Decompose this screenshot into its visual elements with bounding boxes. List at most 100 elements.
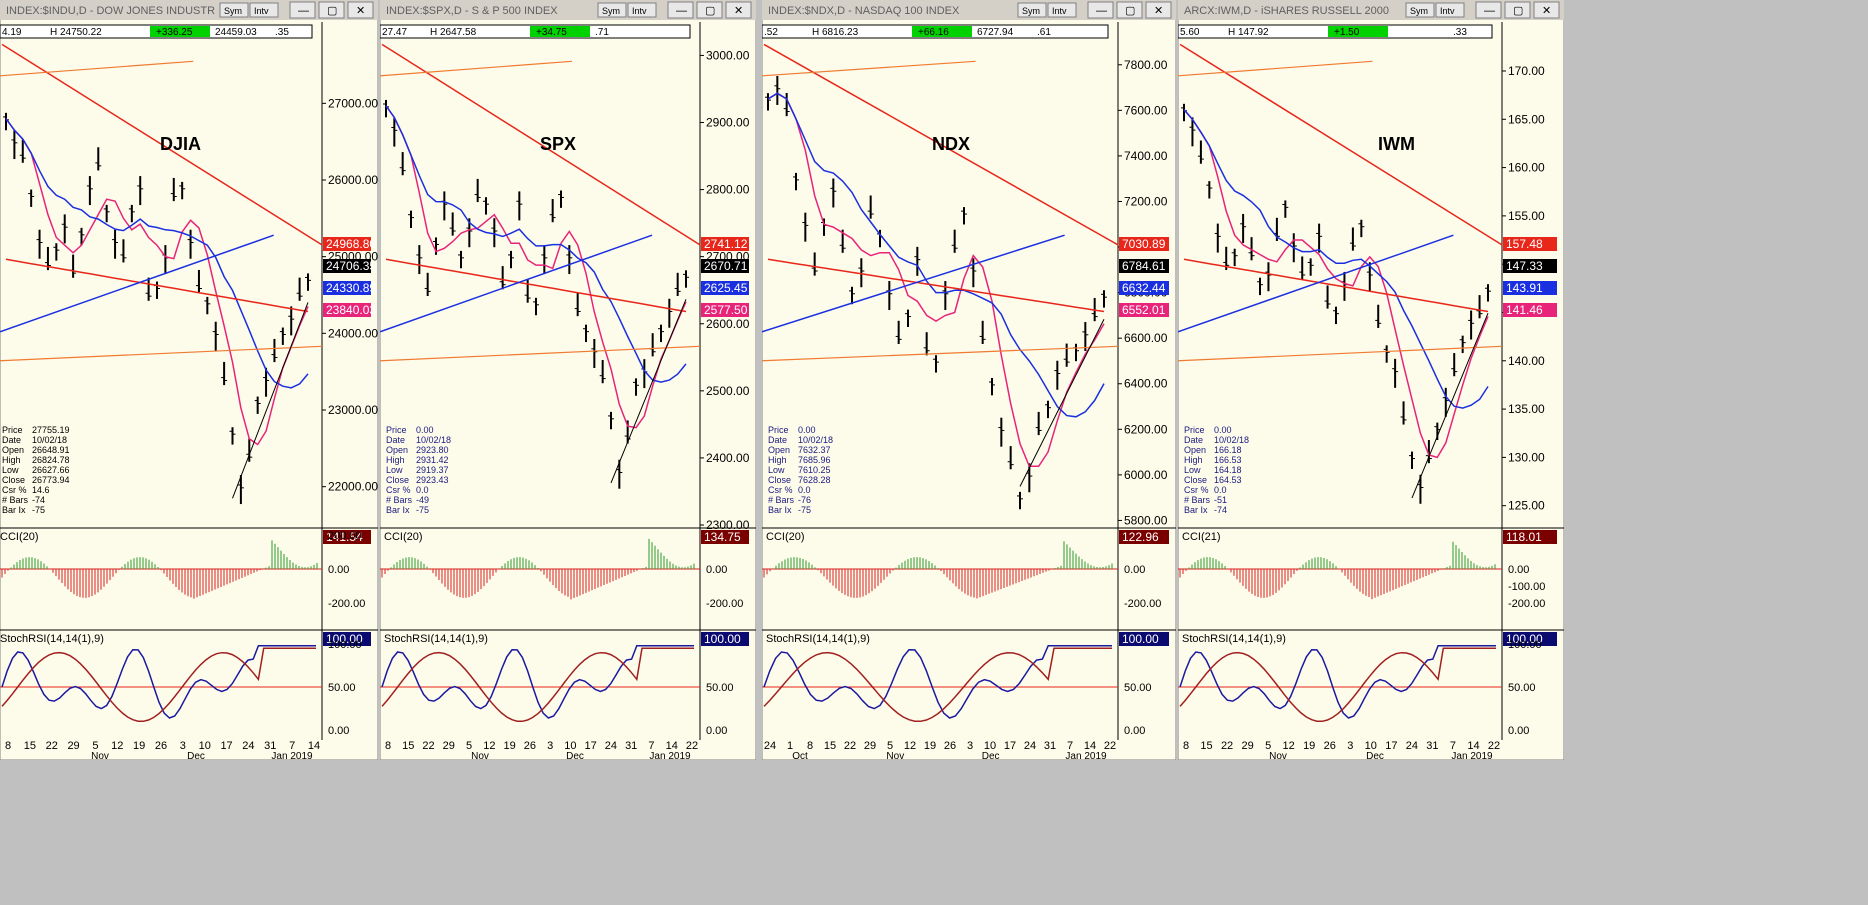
cci-tick: 200.00 [328, 530, 362, 542]
blue-trend-line [0, 234, 274, 333]
svg-text:—: — [1096, 5, 1107, 17]
stochrsi-label: StochRSI(14,14(1),9) [766, 633, 870, 645]
price-tick: 7800.00 [1124, 58, 1168, 72]
svg-text:—: — [1484, 5, 1495, 17]
date-axis: 8 15 22 29 5 12 19 26 3 10 17 24 31 7 14 22 Nov Dec Jan 20… [385, 740, 698, 760]
restore-button[interactable]: ▢ [1116, 1, 1143, 19]
svg-text:Low: Low [1184, 465, 1201, 475]
svg-text:5: 5 [92, 740, 98, 752]
svg-text:24706.35: 24706.35 [326, 259, 376, 273]
close-button[interactable]: ✕ [1533, 1, 1560, 19]
svg-text:Dec: Dec [1366, 751, 1384, 760]
ma-pink-line [1183, 109, 1489, 459]
svg-text:Sym: Sym [602, 6, 620, 16]
svg-text:2923.43: 2923.43 [416, 475, 449, 485]
price-tick: 7600.00 [1124, 103, 1168, 117]
svg-text:141.54: 141.54 [326, 530, 363, 544]
close-button[interactable]: ✕ [1145, 1, 1172, 19]
svg-text:31: 31 [264, 740, 276, 752]
cci-tick: 0.00 [1508, 564, 1529, 576]
svg-text:14: 14 [1084, 740, 1096, 752]
svg-text:Dec: Dec [566, 751, 584, 760]
intv-button[interactable]: Intv [627, 2, 657, 18]
sym-button[interactable]: Sym [1017, 2, 1047, 18]
svg-text:147.33: 147.33 [1506, 259, 1543, 273]
restore-button[interactable]: ▢ [696, 1, 723, 19]
price-tag: 24706.35 [323, 259, 376, 273]
svg-text:122.96: 122.96 [1122, 530, 1159, 544]
minimize-button[interactable]: — [1087, 1, 1114, 19]
svg-text:24: 24 [1024, 740, 1036, 752]
svg-text:10: 10 [564, 740, 576, 752]
stochrsi-tick: 0.00 [706, 725, 727, 737]
window-title: INDEX:$SPX,D - S & P 500 INDEX [386, 5, 558, 17]
svg-text:10/02/18: 10/02/18 [1214, 435, 1249, 445]
svg-text:12: 12 [1283, 740, 1295, 752]
sym-button[interactable]: Sym [219, 2, 249, 18]
svg-text:2625.45: 2625.45 [704, 281, 748, 295]
intv-button[interactable]: Intv [1047, 2, 1077, 18]
svg-text:High: High [768, 455, 787, 465]
svg-text:Sym: Sym [224, 6, 242, 16]
svg-text:10/02/18: 10/02/18 [798, 435, 833, 445]
cci-histogram [381, 538, 695, 600]
stochrsi-label: StochRSI(14,14(1),9) [384, 633, 488, 645]
svg-text:Price: Price [2, 425, 23, 435]
price-tick: 125.00 [1508, 499, 1545, 513]
svg-text:1: 1 [787, 740, 793, 752]
svg-text:Dec: Dec [187, 751, 205, 760]
svg-text:Intv: Intv [1440, 6, 1455, 16]
svg-text:.35: .35 [275, 27, 289, 38]
svg-text:Nov: Nov [1269, 751, 1287, 760]
svg-text:15: 15 [1200, 740, 1212, 752]
cci-value-tag: 134.75 [701, 530, 749, 544]
svg-text:3: 3 [547, 740, 553, 752]
intv-button[interactable]: Intv [249, 2, 279, 18]
svg-text:-74: -74 [1214, 505, 1227, 515]
close-button[interactable]: ✕ [347, 1, 374, 19]
restore-button[interactable]: ▢ [318, 1, 345, 19]
svg-text:-75: -75 [416, 505, 429, 515]
sym-button[interactable]: Sym [597, 2, 627, 18]
svg-text:7628.28: 7628.28 [798, 475, 831, 485]
minimize-button[interactable]: — [667, 1, 694, 19]
svg-text:0.0: 0.0 [1214, 485, 1227, 495]
stochrsi-value-tag: 100.00 [323, 632, 371, 646]
svg-text:Csr %: Csr % [386, 485, 411, 495]
stochrsi-tick: 100.00 [328, 639, 362, 651]
intv-button[interactable]: Intv [1435, 2, 1465, 18]
restore-button[interactable]: ▢ [1504, 1, 1531, 19]
close-button[interactable]: ✕ [725, 1, 752, 19]
price-tick: 170.00 [1508, 64, 1545, 78]
svg-text:Close: Close [2, 475, 25, 485]
svg-text:-76: -76 [798, 495, 811, 505]
svg-text:100.00: 100.00 [704, 632, 741, 646]
svg-text:7: 7 [648, 740, 654, 752]
svg-text:166.53: 166.53 [1214, 455, 1242, 465]
minimize-button[interactable]: — [289, 1, 316, 19]
svg-text:Low: Low [386, 465, 403, 475]
orange-upper-line [762, 60, 976, 77]
svg-text:12: 12 [111, 740, 123, 752]
sym-button[interactable]: Sym [1405, 2, 1435, 18]
price-tag: 24968.80 [323, 237, 376, 251]
svg-text:29: 29 [864, 740, 876, 752]
svg-text:15: 15 [824, 740, 836, 752]
svg-text:—: — [676, 5, 687, 17]
data-window: Price 0.00 Date 10/02/18 Open 7632.37 High 7685… [768, 425, 833, 515]
chart-panel-spx: INDEX:$SPX,D - S & P 500 INDEX Sym Intv — ▢ ✕… [380, 0, 756, 760]
svg-text:Price: Price [1184, 425, 1205, 435]
price-tick: 2400.00 [706, 451, 750, 465]
svg-text:Intv: Intv [254, 6, 269, 16]
uptrend-line [1019, 318, 1105, 487]
svg-text:5.60: 5.60 [1180, 27, 1200, 38]
price-tag: 7030.89 [1119, 237, 1169, 251]
price-tick: 2500.00 [706, 384, 750, 398]
minimize-button[interactable]: — [1475, 1, 1502, 19]
svg-text:3: 3 [180, 740, 186, 752]
price-tag: 143.91 [1503, 281, 1557, 295]
svg-text:29: 29 [443, 740, 455, 752]
svg-text:Csr %: Csr % [768, 485, 793, 495]
price-tick: 135.00 [1508, 402, 1545, 416]
